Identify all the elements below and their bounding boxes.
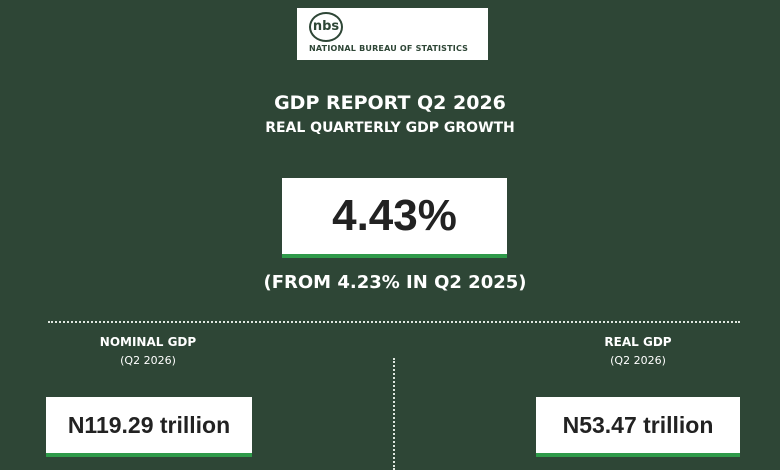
- panel-label: REAL GDP: [604, 335, 672, 349]
- panel-value: N53.47 trillion: [536, 397, 740, 457]
- panel-period: (Q2 2026): [610, 354, 666, 367]
- logo: nbs NATIONAL BUREAU OF STATISTICS: [297, 8, 488, 60]
- logo-text: NATIONAL BUREAU OF STATISTICS: [309, 44, 469, 53]
- comparison: (FROM 4.23% IN Q2 2025): [263, 272, 527, 293]
- divider: [48, 321, 740, 323]
- headline-value: 4.43%: [282, 178, 507, 258]
- report-title: GDP REPORT Q2 2026: [274, 92, 506, 114]
- divider: [393, 358, 395, 470]
- panel-value: N119.29 trillion: [46, 397, 252, 457]
- logo-mark: nbs: [309, 12, 343, 42]
- report-subtitle: REAL QUARTERLY GDP GROWTH: [265, 120, 515, 136]
- panel-period: (Q2 2026): [120, 354, 176, 367]
- panel-label: NOMINAL GDP: [99, 335, 197, 349]
